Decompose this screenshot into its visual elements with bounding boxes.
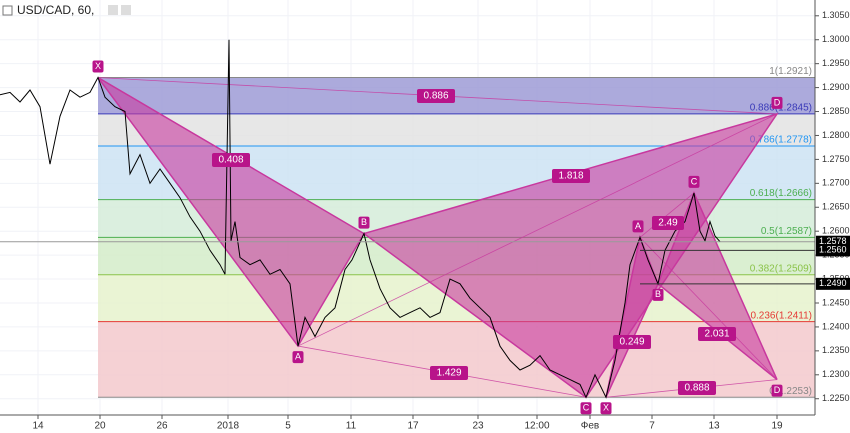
x-tick-label: 13 — [708, 421, 720, 432]
y-tick-label: 1.2350 — [822, 345, 850, 355]
y-tick-label: 1.2900 — [822, 82, 850, 92]
x-tick-label: 20 — [94, 421, 106, 432]
y-tick-label: 1.2800 — [822, 130, 850, 140]
ratio-badge — [652, 216, 684, 230]
point-badge — [358, 216, 370, 229]
y-tick-label: 1.2300 — [822, 369, 850, 379]
fib-label: 0.236(1.2411) — [750, 310, 812, 321]
y-tick-label: 1.2250 — [822, 393, 850, 403]
y-tick-label: 1.2700 — [822, 178, 850, 188]
point-badge — [632, 220, 644, 233]
ratio-label: 0.408 — [218, 155, 243, 166]
pattern-line — [297, 113, 778, 347]
x-tick-label: 26 — [156, 421, 168, 432]
price-tag-box — [816, 277, 850, 290]
y-tick-label: 1.3000 — [822, 34, 850, 44]
y-tick-label: 1.2950 — [822, 58, 850, 68]
x-tick-label: 5 — [285, 421, 291, 432]
ratio-label: 2.031 — [704, 329, 729, 340]
ratio-badge — [698, 327, 736, 341]
fib-label: 0.618(1.2666) — [750, 188, 812, 199]
ratio-label: 0.888 — [684, 383, 709, 394]
point-badge — [92, 60, 104, 73]
x-tick-label: 23 — [472, 421, 484, 432]
collapse-icon[interactable] — [2, 5, 13, 16]
fib-label: 0.5(1.2587) — [761, 226, 812, 237]
point-label: C — [583, 403, 590, 413]
ratio-label: 0.886 — [423, 91, 448, 102]
ratio-label: 1.818 — [558, 171, 583, 182]
y-tick-label: 1.2650 — [822, 202, 850, 212]
price-tag: 1.2490 — [819, 278, 847, 288]
x-tick-label: 11 — [346, 421, 357, 432]
ratio-badge — [678, 381, 716, 395]
fib-label: 0.786(1.2778) — [750, 135, 812, 146]
price-tag: 1.2578 — [819, 236, 847, 246]
ratio-badge — [417, 89, 455, 103]
pattern-line — [639, 192, 695, 238]
ratio-badge — [613, 335, 651, 349]
point-label: X — [603, 403, 609, 413]
point-label: B — [655, 289, 661, 299]
ratio-label: 1.429 — [436, 368, 461, 379]
point-label: D — [774, 97, 781, 107]
price-tag-box — [816, 244, 850, 257]
settings-icon[interactable] — [108, 5, 118, 15]
point-badge — [688, 175, 700, 188]
fib-label: 0.382(1.2509) — [750, 263, 812, 274]
ratio-badge — [552, 169, 590, 183]
x-tick-label: 7 — [649, 421, 655, 432]
symbol-title: USD/CAD, 60, — [17, 3, 94, 17]
point-badge — [771, 384, 783, 397]
x-tick-label: 12:00 — [524, 421, 549, 432]
x-tick-label: 2018 — [217, 421, 240, 432]
ratio-label: 2.49 — [658, 218, 678, 229]
y-tick-label: 1.2450 — [822, 297, 850, 307]
point-badge — [292, 351, 304, 364]
point-label: D — [774, 385, 781, 395]
ratio-badge — [430, 366, 468, 380]
ratio-badge — [212, 153, 250, 167]
y-tick-label: 1.2750 — [822, 154, 850, 164]
y-tick-label: 1.2400 — [822, 321, 850, 331]
ratio-label: 0.249 — [619, 337, 644, 348]
point-label: A — [295, 351, 301, 361]
point-badge — [652, 288, 664, 301]
y-tick-label: 1.2600 — [822, 226, 850, 236]
fib-label: 1(1.2921) — [769, 66, 812, 77]
price-line — [0, 39, 721, 399]
y-tick-label: 1.3050 — [822, 10, 850, 20]
y-tick-label: 1.2850 — [822, 106, 850, 116]
close-icon[interactable] — [121, 5, 131, 15]
point-badge — [600, 402, 612, 415]
x-tick-label: 19 — [771, 421, 783, 432]
x-tick-label: 14 — [32, 421, 44, 432]
x-tick-label: 17 — [407, 421, 419, 432]
point-badge — [580, 402, 592, 415]
point-label: B — [361, 217, 367, 227]
point-label: C — [691, 176, 698, 186]
point-label: X — [95, 61, 101, 71]
x-tick-label: Фев — [581, 421, 599, 432]
price-tag: 1.2560 — [819, 245, 847, 255]
fib-label: 0(1.2253) — [769, 386, 812, 397]
point-badge — [771, 96, 783, 109]
point-label: A — [635, 221, 641, 231]
